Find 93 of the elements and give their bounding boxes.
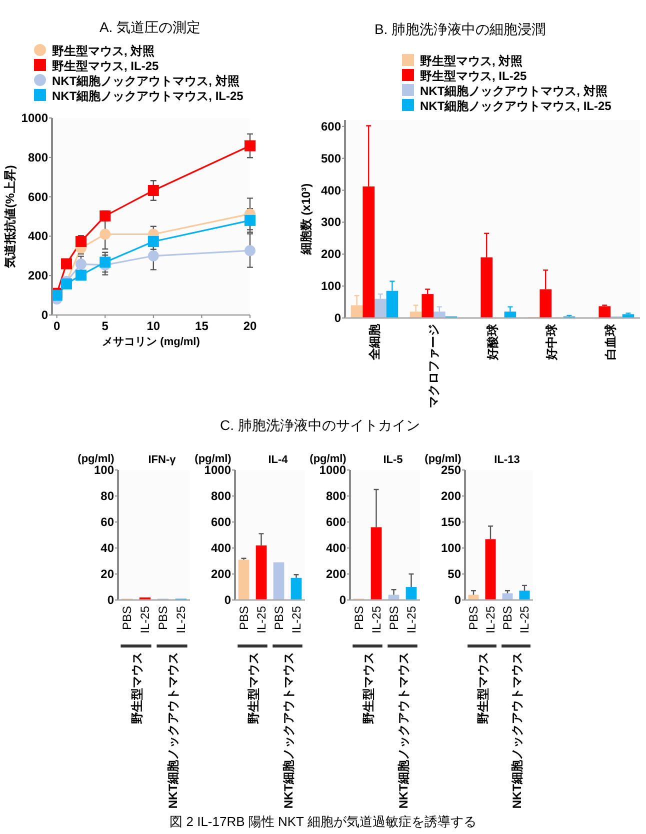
- chart-title: A. 気道圧の測定: [99, 19, 201, 35]
- x-tick-label: IL-25: [138, 606, 152, 634]
- y-tick-label: 150: [440, 515, 462, 529]
- y-tick-label: 0: [224, 593, 232, 607]
- text: NKT細胞ノックアウトマウス: [282, 652, 296, 809]
- y-tick-label: 800: [28, 150, 48, 164]
- y-tick-label: 400: [320, 183, 342, 198]
- x-tick-label: IL-25: [369, 606, 384, 634]
- y-tick-label: 50: [448, 567, 462, 581]
- y-tick-label: 400: [326, 541, 346, 555]
- x-tick-label: IL-25: [484, 606, 498, 634]
- y-tick-label: 200: [210, 567, 232, 581]
- y-tick-label: 300: [320, 215, 342, 230]
- y-axis-title: (pg/ml): [78, 453, 115, 465]
- y-tick-label: 0: [41, 308, 48, 322]
- legend-label: NKT細胞ノックアウトマウス, IL-25: [420, 99, 612, 113]
- x-tick-label: PBS: [120, 606, 134, 630]
- text: 野生型マウス: [362, 652, 376, 724]
- caption: 図 2 IL-17RB 陽性 NKT 細胞が気道過敏症を誘導する: [170, 814, 476, 829]
- y-tick-label: 800: [210, 489, 232, 503]
- text: 野生型マウス: [246, 652, 260, 724]
- y-tick-label: 100: [94, 463, 114, 477]
- chart-subtitle: IL-4: [268, 454, 289, 466]
- y-tick-label: 0: [107, 593, 114, 607]
- y-tick-label: 200: [440, 489, 462, 503]
- text: NKT細胞ノックアウトマウス: [510, 652, 524, 809]
- y-tick-label: 200: [28, 268, 48, 283]
- y-axis-title: 気道抵抗値(%上昇): [3, 165, 17, 269]
- x-tick-label: PBS: [466, 606, 480, 630]
- y-tick-label: 1000: [21, 111, 48, 125]
- y-tick-label: 1000: [204, 463, 232, 477]
- y-tick-label: 1000: [319, 463, 346, 477]
- y-tick-label: 20: [100, 567, 114, 581]
- y-tick-label: 200: [320, 247, 342, 262]
- x-tick-label: 5: [102, 319, 109, 333]
- y-axis-title: (pg/ml): [424, 453, 462, 465]
- y-tick-label: 800: [326, 489, 346, 503]
- y-tick-label: 500: [320, 151, 342, 166]
- text: C. 肺胞洗浄液中のサイトカイン: [220, 417, 420, 433]
- legend-label: NKT細胞ノックアウトマウス, 対照: [420, 84, 608, 98]
- x-tick-label: 白血球: [604, 323, 618, 360]
- x-tick-label: 好酸球: [486, 323, 500, 361]
- x-tick-label: IL-25: [174, 606, 188, 634]
- y-tick-label: 600: [210, 515, 232, 529]
- x-tick-label: 15: [195, 319, 209, 333]
- text: 野生型マウス: [130, 652, 144, 724]
- y-tick-label: 0: [454, 593, 462, 607]
- y-tick-label: 40: [100, 541, 114, 555]
- text: 野生型マウス: [476, 652, 490, 724]
- legend-label: 野生型マウス, IL-25: [52, 59, 159, 73]
- x-tick-label: IL-25: [254, 606, 268, 634]
- legend-label: 野生型マウス, 対照: [420, 54, 523, 68]
- x-tick-label: IL-25: [518, 606, 532, 634]
- x-tick-label: 10: [146, 319, 160, 333]
- chart-subtitle: IL-5: [383, 454, 403, 466]
- x-tick-label: PBS: [500, 606, 514, 630]
- x-tick-label: IL-25: [404, 606, 418, 634]
- y-tick-label: 200: [326, 567, 346, 581]
- x-tick-label: 全細胞: [368, 323, 382, 361]
- text: NKT細胞ノックアウトマウス: [396, 652, 410, 809]
- x-tick-label: PBS: [156, 606, 170, 630]
- x-tick-label: PBS: [352, 606, 366, 630]
- chart-title: B. 肺胞洗浄液中の細胞浸潤: [374, 21, 546, 37]
- x-tick-label: マクロファージ: [426, 324, 440, 408]
- y-tick-label: 60: [100, 515, 114, 529]
- x-tick-label: 20: [243, 319, 257, 333]
- y-tick-label: 400: [210, 541, 232, 555]
- legend-label: 野生型マウス, IL-25: [420, 69, 527, 83]
- x-tick-label: PBS: [386, 606, 401, 630]
- y-tick-label: 0: [339, 593, 346, 607]
- x-tick-label: PBS: [272, 606, 286, 630]
- y-tick-label: 250: [440, 463, 462, 477]
- x-tick-label: PBS: [236, 606, 251, 630]
- legend-label: NKT細胞ノックアウトマウス, IL-25: [52, 89, 244, 103]
- y-tick-label: 100: [320, 279, 342, 294]
- chart-subtitle: IL-13: [494, 454, 520, 466]
- chart-subtitle: IFN-γ: [148, 454, 177, 466]
- y-tick-label: 600: [320, 119, 342, 134]
- y-tick-label: 100: [440, 541, 462, 555]
- x-tick-label: IL-25: [289, 606, 304, 634]
- y-tick-label: 600: [326, 515, 346, 529]
- y-axis-title: (pg/ml): [194, 453, 232, 465]
- y-axis-title: 細胞数 (x10³): [299, 183, 313, 256]
- y-tick-label: 600: [28, 190, 48, 204]
- legend-label: 野生型マウス, 対照: [52, 44, 155, 58]
- legend-label: NKT細胞ノックアウトマウス, 対照: [52, 74, 240, 88]
- y-axis-title: (pg/ml): [310, 453, 347, 465]
- text: NKT細胞ノックアウトマウス: [166, 652, 180, 809]
- x-tick-label: 好中球: [544, 323, 558, 361]
- x-tick-label: 0: [53, 319, 60, 333]
- x-axis-title: メサコリン (mg/ml): [102, 336, 200, 348]
- y-tick-label: 400: [28, 229, 48, 244]
- y-tick-label: 80: [100, 489, 114, 503]
